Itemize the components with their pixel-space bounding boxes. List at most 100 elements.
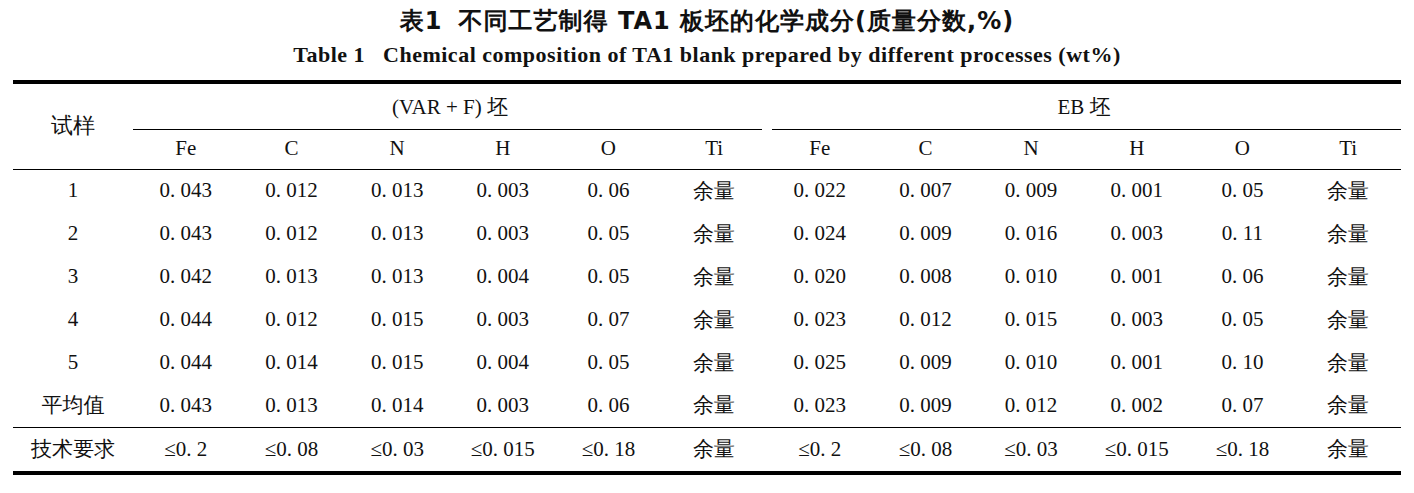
value-cell: 0. 043 (133, 384, 239, 427)
value-cell: 0. 001 (1084, 341, 1190, 384)
table-title-zh-label: 表1 (400, 7, 443, 35)
value-cell: 0. 003 (450, 212, 556, 255)
table-title-zh-text: 不同工艺制得 TA1 板坯的化学成分(质量分数,%) (459, 7, 1015, 35)
value-cell: ≤0. 08 (239, 427, 345, 473)
element-header-o: O (1190, 129, 1296, 169)
table-row: 1 0. 043 0. 012 0. 013 0. 003 0. 06 余量 0… (13, 169, 1401, 212)
value-cell: 0. 015 (344, 298, 450, 341)
value-cell: 0. 013 (239, 255, 345, 298)
value-cell: 余量 (661, 298, 767, 341)
row-label: 平均值 (13, 384, 133, 427)
value-cell: 0. 012 (978, 384, 1084, 427)
element-header-h: H (450, 129, 556, 169)
table-title-en-text: Chemical composition of TA1 blank prepar… (383, 42, 1121, 67)
value-cell: 余量 (1295, 341, 1401, 384)
element-header-n: N (344, 129, 450, 169)
value-cell: 0. 07 (556, 298, 662, 341)
value-cell: 0. 008 (873, 255, 979, 298)
value-cell: 0. 009 (873, 341, 979, 384)
caption-block: 表1 不同工艺制得 TA1 板坯的化学成分(质量分数,%) Table 1 Chem… (0, 0, 1414, 68)
value-cell: ≤0. 03 (978, 427, 1084, 473)
row-label: 4 (13, 298, 133, 341)
value-cell: 0. 022 (767, 169, 873, 212)
value-cell: 0. 013 (239, 384, 345, 427)
table-row: 5 0. 044 0. 014 0. 015 0. 004 0. 05 余量 0… (13, 341, 1401, 384)
table-title-en-label: Table 1 (293, 42, 365, 67)
value-cell: 0. 024 (767, 212, 873, 255)
element-header-o: O (556, 129, 662, 169)
value-cell: 0. 044 (133, 341, 239, 384)
value-cell: 0. 05 (556, 212, 662, 255)
value-cell: ≤0. 18 (1190, 427, 1296, 473)
value-cell: 0. 043 (133, 169, 239, 212)
value-cell: 0. 001 (1084, 255, 1190, 298)
composition-table: 试样 (VAR + F) 坯 EB 坯 Fe C N H O Ti Fe C N… (13, 80, 1401, 475)
value-cell: 0. 013 (344, 212, 450, 255)
value-cell: 0. 016 (978, 212, 1084, 255)
value-cell: 余量 (1295, 384, 1401, 427)
value-cell: 0. 05 (556, 255, 662, 298)
value-cell: 0. 010 (978, 255, 1084, 298)
value-cell: 0. 06 (1190, 255, 1296, 298)
element-header-n: N (978, 129, 1084, 169)
value-cell: 0. 043 (133, 212, 239, 255)
value-cell: 0. 06 (556, 169, 662, 212)
value-cell: 余量 (1295, 169, 1401, 212)
value-cell: 0. 004 (450, 255, 556, 298)
value-cell: 0. 014 (344, 384, 450, 427)
value-cell: 0. 009 (873, 384, 979, 427)
table-title-en: Table 1 Chemical composition of TA1 blank… (0, 42, 1414, 68)
value-cell: 余量 (1295, 255, 1401, 298)
paper-table-page: { "page": { "background": "#ffffff", "te… (0, 0, 1414, 493)
value-cell: 0. 012 (239, 212, 345, 255)
value-cell: 0. 014 (239, 341, 345, 384)
value-cell: 0. 015 (978, 298, 1084, 341)
value-cell: 0. 012 (873, 298, 979, 341)
value-cell: 余量 (661, 427, 767, 473)
value-cell: 余量 (661, 169, 767, 212)
value-cell: 余量 (1295, 298, 1401, 341)
value-cell: 0. 009 (978, 169, 1084, 212)
table-row: 3 0. 042 0. 013 0. 013 0. 004 0. 05 余量 0… (13, 255, 1401, 298)
table-row: 2 0. 043 0. 012 0. 013 0. 003 0. 05 余量 0… (13, 212, 1401, 255)
value-cell: 0. 009 (873, 212, 979, 255)
value-cell: 0. 05 (1190, 169, 1296, 212)
value-cell: 0. 003 (450, 169, 556, 212)
value-cell: 0. 10 (1190, 341, 1296, 384)
value-cell: 余量 (661, 384, 767, 427)
value-cell: 0. 042 (133, 255, 239, 298)
element-header-c: C (239, 129, 345, 169)
value-cell: 0. 05 (1190, 298, 1296, 341)
value-cell: ≤0. 18 (556, 427, 662, 473)
value-cell: 0. 025 (767, 341, 873, 384)
element-header-row: Fe C N H O Ti Fe C N H O Ti (13, 129, 1401, 169)
value-cell: 0. 012 (239, 298, 345, 341)
element-header-fe: Fe (767, 129, 873, 169)
table-row: 4 0. 044 0. 012 0. 015 0. 003 0. 07 余量 0… (13, 298, 1401, 341)
table-row-average: 平均值 0. 043 0. 013 0. 014 0. 003 0. 06 余量… (13, 384, 1401, 427)
value-cell: 0. 023 (767, 298, 873, 341)
value-cell: 0. 004 (450, 341, 556, 384)
row-label: 1 (13, 169, 133, 212)
value-cell: 余量 (661, 341, 767, 384)
value-cell: ≤0. 03 (344, 427, 450, 473)
row-label: 2 (13, 212, 133, 255)
sample-column-header: 试样 (13, 82, 133, 169)
value-cell: 0. 001 (1084, 169, 1190, 212)
value-cell: 余量 (661, 212, 767, 255)
value-cell: 0. 05 (556, 341, 662, 384)
value-cell: 0. 003 (450, 298, 556, 341)
value-cell: 0. 06 (556, 384, 662, 427)
value-cell: 余量 (1295, 427, 1401, 473)
value-cell: 0. 044 (133, 298, 239, 341)
value-cell: 0. 015 (344, 341, 450, 384)
value-cell: 0. 11 (1190, 212, 1296, 255)
value-cell: ≤0. 2 (767, 427, 873, 473)
group-header-eb: EB 坯 (767, 82, 1401, 129)
group-header-varf: (VAR + F) 坯 (133, 82, 767, 129)
value-cell: ≤0. 015 (1084, 427, 1190, 473)
table-title-zh: 表1 不同工艺制得 TA1 板坯的化学成分(质量分数,%) (0, 8, 1414, 34)
value-cell: 0. 013 (344, 169, 450, 212)
element-header-fe: Fe (133, 129, 239, 169)
value-cell: 0. 023 (767, 384, 873, 427)
